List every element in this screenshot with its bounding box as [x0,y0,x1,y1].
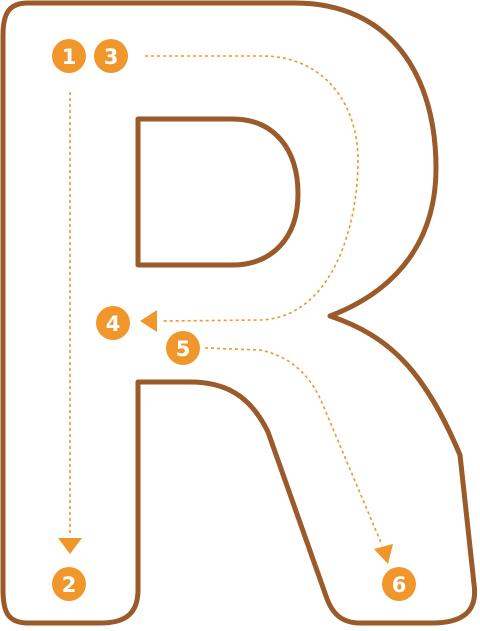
step-badge-5: 5 [166,331,200,365]
svg-text:1: 1 [62,45,77,69]
svg-text:4: 4 [106,312,121,336]
stroke-guide-5-to-6 [204,347,383,546]
arrow-down-icon [58,538,82,554]
step-badge-4: 4 [96,306,130,340]
step-badge-3: 3 [94,39,128,73]
step-badge-1: 1 [52,39,86,73]
svg-text:3: 3 [104,45,119,69]
svg-text:2: 2 [62,573,77,597]
svg-text:6: 6 [392,573,407,597]
arrow-down-right-icon [374,544,393,564]
arrow-left-icon [140,310,157,332]
step-badge-6: 6 [382,567,416,601]
svg-text:5: 5 [176,337,191,361]
stroke-guide-3-to-4 [145,55,359,322]
step-badge-2: 2 [52,567,86,601]
